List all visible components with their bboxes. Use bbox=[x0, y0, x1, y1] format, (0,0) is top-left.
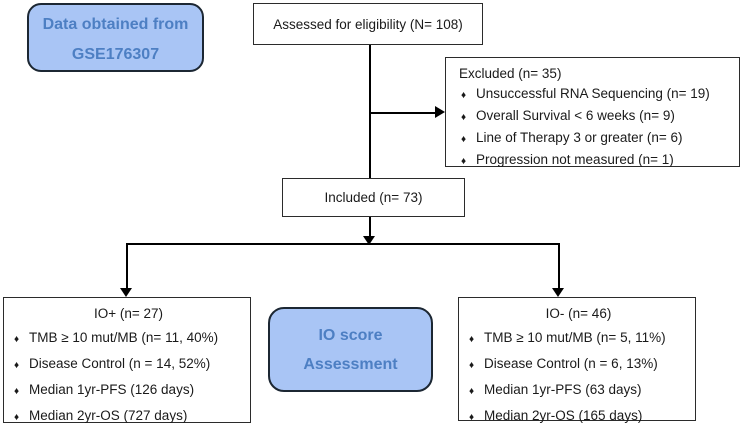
data-source-line2: GSE176307 bbox=[71, 46, 160, 63]
diamond-bullet-icon: ♦ bbox=[469, 360, 475, 371]
excluded-item: ♦ Progression not measured (n= 1) bbox=[458, 150, 731, 172]
arrowhead-excluded-icon bbox=[435, 106, 445, 118]
connector-included-down bbox=[369, 217, 371, 237]
excluded-item: ♦ Unsuccessful RNA Sequencing (n= 19) bbox=[458, 84, 731, 106]
diamond-bullet-icon: ♦ bbox=[461, 134, 467, 145]
arrowhead-io-positive-icon bbox=[120, 288, 132, 297]
io-positive-item-text: Disease Control (n = 14, 52%) bbox=[29, 356, 211, 371]
diamond-bullet-icon: ♦ bbox=[469, 412, 475, 423]
io-score-line1: IO score bbox=[318, 327, 383, 344]
io-negative-title: IO- (n= 46) bbox=[545, 306, 612, 321]
connector-branch-horizontal bbox=[126, 243, 560, 245]
io-positive-item-text: Median 1yr-PFS (126 days) bbox=[29, 382, 195, 397]
io-score-callout: IO score Assessment bbox=[268, 307, 433, 392]
connector-to-io-positive bbox=[126, 243, 128, 289]
assessed-label: Assessed for eligibility (N= 108) bbox=[273, 16, 463, 32]
io-positive-item: ♦ Disease Control (n = 14, 52%) bbox=[11, 352, 246, 378]
diamond-bullet-icon: ♦ bbox=[461, 156, 467, 167]
io-negative-item-text: TMB ≥ 10 mut/MB (n= 5, 11%) bbox=[484, 330, 666, 345]
arrowhead-io-negative-icon bbox=[552, 288, 564, 297]
excluded-item: ♦ Line of Therapy 3 or greater (n= 6) bbox=[458, 128, 731, 150]
excluded-item-text: Line of Therapy 3 or greater (n= 6) bbox=[476, 130, 683, 145]
diamond-bullet-icon: ♦ bbox=[14, 386, 20, 397]
io-positive-item-text: TMB ≥ 10 mut/MB (n= 11, 40%) bbox=[29, 330, 219, 345]
arrowhead-branch-icon bbox=[363, 236, 375, 245]
io-negative-item: ♦ Median 1yr-PFS (63 days) bbox=[466, 378, 691, 404]
io-negative-box: IO- (n= 46) ♦ TMB ≥ 10 mut/MB (n= 5, 11%… bbox=[458, 297, 696, 423]
io-score-line2: Assessment bbox=[303, 356, 398, 373]
io-negative-item: ♦ Disease Control (n = 6, 13%) bbox=[466, 352, 691, 378]
io-negative-list: ♦ TMB ≥ 10 mut/MB (n= 5, 11%) ♦ Disease … bbox=[466, 326, 691, 429]
excluded-item-text: Progression not measured (n= 1) bbox=[476, 152, 674, 167]
excluded-list: ♦ Unsuccessful RNA Sequencing (n= 19) ♦ … bbox=[458, 84, 731, 172]
data-source-line1: Data obtained from bbox=[42, 16, 189, 33]
io-negative-item: ♦ Median 2yr-OS (165 days) bbox=[466, 404, 691, 429]
assessed-box: Assessed for eligibility (N= 108) bbox=[253, 3, 483, 45]
io-positive-item: ♦ TMB ≥ 10 mut/MB (n= 11, 40%) bbox=[11, 326, 246, 352]
diamond-bullet-icon: ♦ bbox=[14, 360, 20, 371]
connector-to-excluded bbox=[369, 112, 435, 114]
excluded-item: ♦ Overall Survival < 6 weeks (n= 9) bbox=[458, 106, 731, 128]
diamond-bullet-icon: ♦ bbox=[469, 386, 475, 397]
io-negative-item-text: Median 2yr-OS (165 days) bbox=[484, 408, 643, 423]
excluded-item-text: Unsuccessful RNA Sequencing (n= 19) bbox=[476, 86, 710, 101]
included-box: Included (n= 73) bbox=[282, 178, 465, 217]
excluded-title: Excluded (n= 35) bbox=[459, 66, 562, 81]
io-negative-item: ♦ TMB ≥ 10 mut/MB (n= 5, 11%) bbox=[466, 326, 691, 352]
connector-assessed-to-included bbox=[369, 45, 371, 178]
connector-to-io-negative bbox=[558, 243, 560, 289]
io-negative-item-text: Median 1yr-PFS (63 days) bbox=[484, 382, 642, 397]
data-source-callout: Data obtained from GSE176307 bbox=[27, 3, 204, 72]
io-negative-item-text: Disease Control (n = 6, 13%) bbox=[484, 356, 658, 371]
diamond-bullet-icon: ♦ bbox=[461, 90, 467, 101]
io-positive-item: ♦ Median 1yr-PFS (126 days) bbox=[11, 378, 246, 404]
diamond-bullet-icon: ♦ bbox=[14, 334, 20, 345]
io-positive-title: IO+ (n= 27) bbox=[93, 306, 164, 321]
io-positive-box: IO+ (n= 27) ♦ TMB ≥ 10 mut/MB (n= 11, 40… bbox=[3, 297, 251, 423]
diamond-bullet-icon: ♦ bbox=[14, 412, 20, 423]
excluded-item-text: Overall Survival < 6 weeks (n= 9) bbox=[476, 108, 675, 123]
included-label: Included (n= 73) bbox=[324, 190, 423, 205]
diamond-bullet-icon: ♦ bbox=[469, 334, 475, 345]
diamond-bullet-icon: ♦ bbox=[461, 112, 467, 123]
io-positive-item: ♦ Median 2yr-OS (727 days) bbox=[11, 404, 246, 429]
excluded-box: Excluded (n= 35) ♦ Unsuccessful RNA Sequ… bbox=[445, 57, 740, 167]
io-positive-item-text: Median 2yr-OS (727 days) bbox=[29, 408, 188, 423]
io-positive-list: ♦ TMB ≥ 10 mut/MB (n= 11, 40%) ♦ Disease… bbox=[11, 326, 246, 429]
